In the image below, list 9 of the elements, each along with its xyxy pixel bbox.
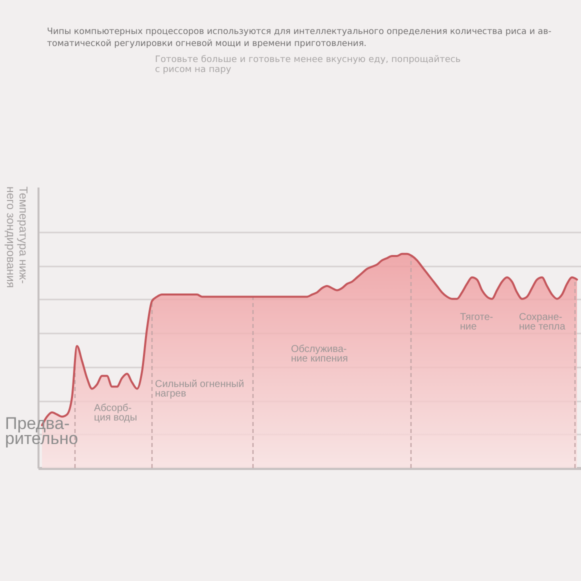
annotation: Обслужива- ние кипения — [291, 344, 348, 364]
annotation: Сохране- ние тепла — [519, 312, 566, 332]
chart-subtitle: Готовьте больше и готовьте менее вкусную еду, попрощайтесь с рисом на пару — [155, 55, 461, 75]
y-axis-title: Температура ниж- него зондирования — [4, 186, 28, 288]
annotation: Предва- рительно — [5, 414, 78, 448]
annotation: Тяготе- ние — [460, 312, 494, 332]
annotation: Абсорб- ция воды — [94, 403, 138, 424]
annotation: Сильный огненный нагрев — [155, 379, 244, 400]
chart-title: Чипы компьютерных процессоров используются для интеллектуального определения количества риса и ав- томатической регулировки огневой мощи и времени приготовления. — [47, 27, 552, 49]
